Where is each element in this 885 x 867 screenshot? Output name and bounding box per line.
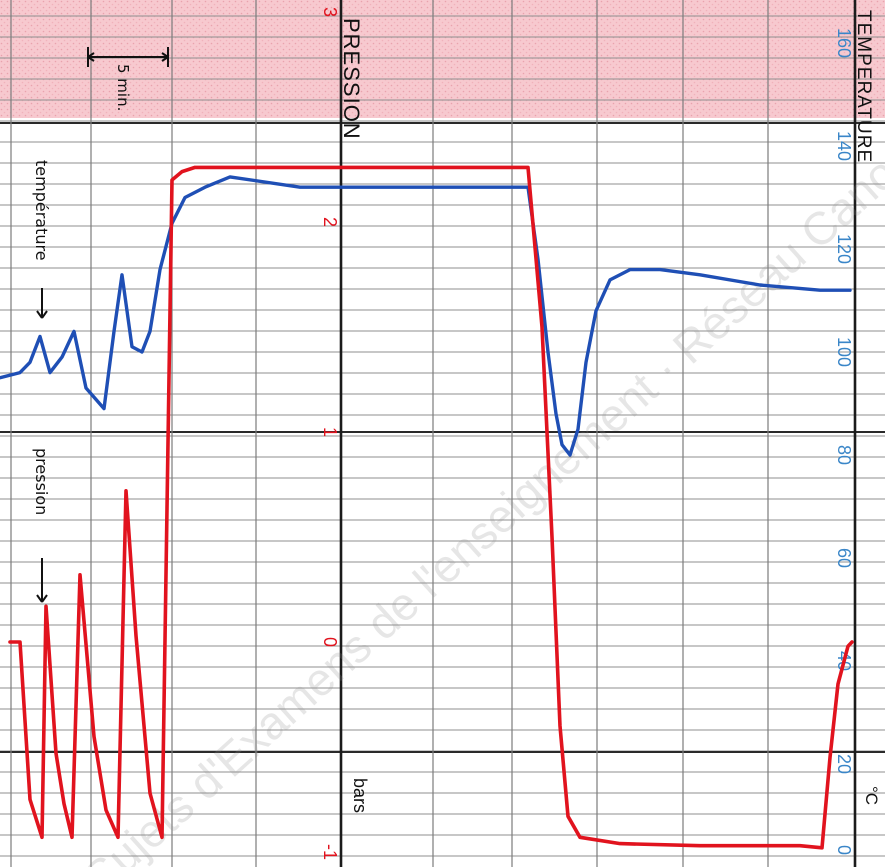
- temperature-tick-label: 80: [834, 445, 854, 465]
- pressure-tick-label: 1: [320, 427, 340, 437]
- scale-arrow-icon: [87, 47, 169, 67]
- pressure-tick-label: 3: [320, 7, 340, 17]
- temperature-tick-label: 60: [834, 548, 854, 568]
- pressure-series-line: [8, 165, 854, 850]
- temperature-tick-label: 140: [834, 131, 854, 161]
- temperature-tick-label: 100: [834, 337, 854, 367]
- pressure-arrow-icon: [36, 558, 48, 603]
- temperature-tick-label: 120: [834, 234, 854, 264]
- scale-label: 5 min.: [114, 64, 132, 111]
- temperature-tick-label: 20: [834, 754, 854, 774]
- temperature-tick-label: 160: [834, 28, 854, 58]
- pink-band: [0, 0, 885, 118]
- pressure-tick-label: 0: [320, 637, 340, 647]
- temperature-series-line: [0, 175, 852, 457]
- temperature-tick-label: 0: [834, 845, 854, 855]
- pressure-tick-label: -1: [320, 844, 340, 860]
- series: [0, 165, 854, 850]
- annotations: 5 min. température pression: [32, 47, 169, 603]
- pressure-axis-label: PRESSION: [339, 18, 364, 140]
- temperature-arrow-icon: [36, 288, 48, 319]
- temperature-note: température: [32, 160, 51, 261]
- pressure-tick-label: 2: [320, 217, 340, 227]
- axes: PRESSION bars TEMPERATURE °C 3 2 1 0 -1 160 14…: [320, 7, 881, 860]
- temperature-axis-label: TEMPERATURE: [853, 10, 874, 163]
- temperature-unit-label: °C: [862, 786, 881, 805]
- pressure-note: pression: [32, 448, 51, 515]
- pressure-unit-label: bars: [350, 778, 370, 813]
